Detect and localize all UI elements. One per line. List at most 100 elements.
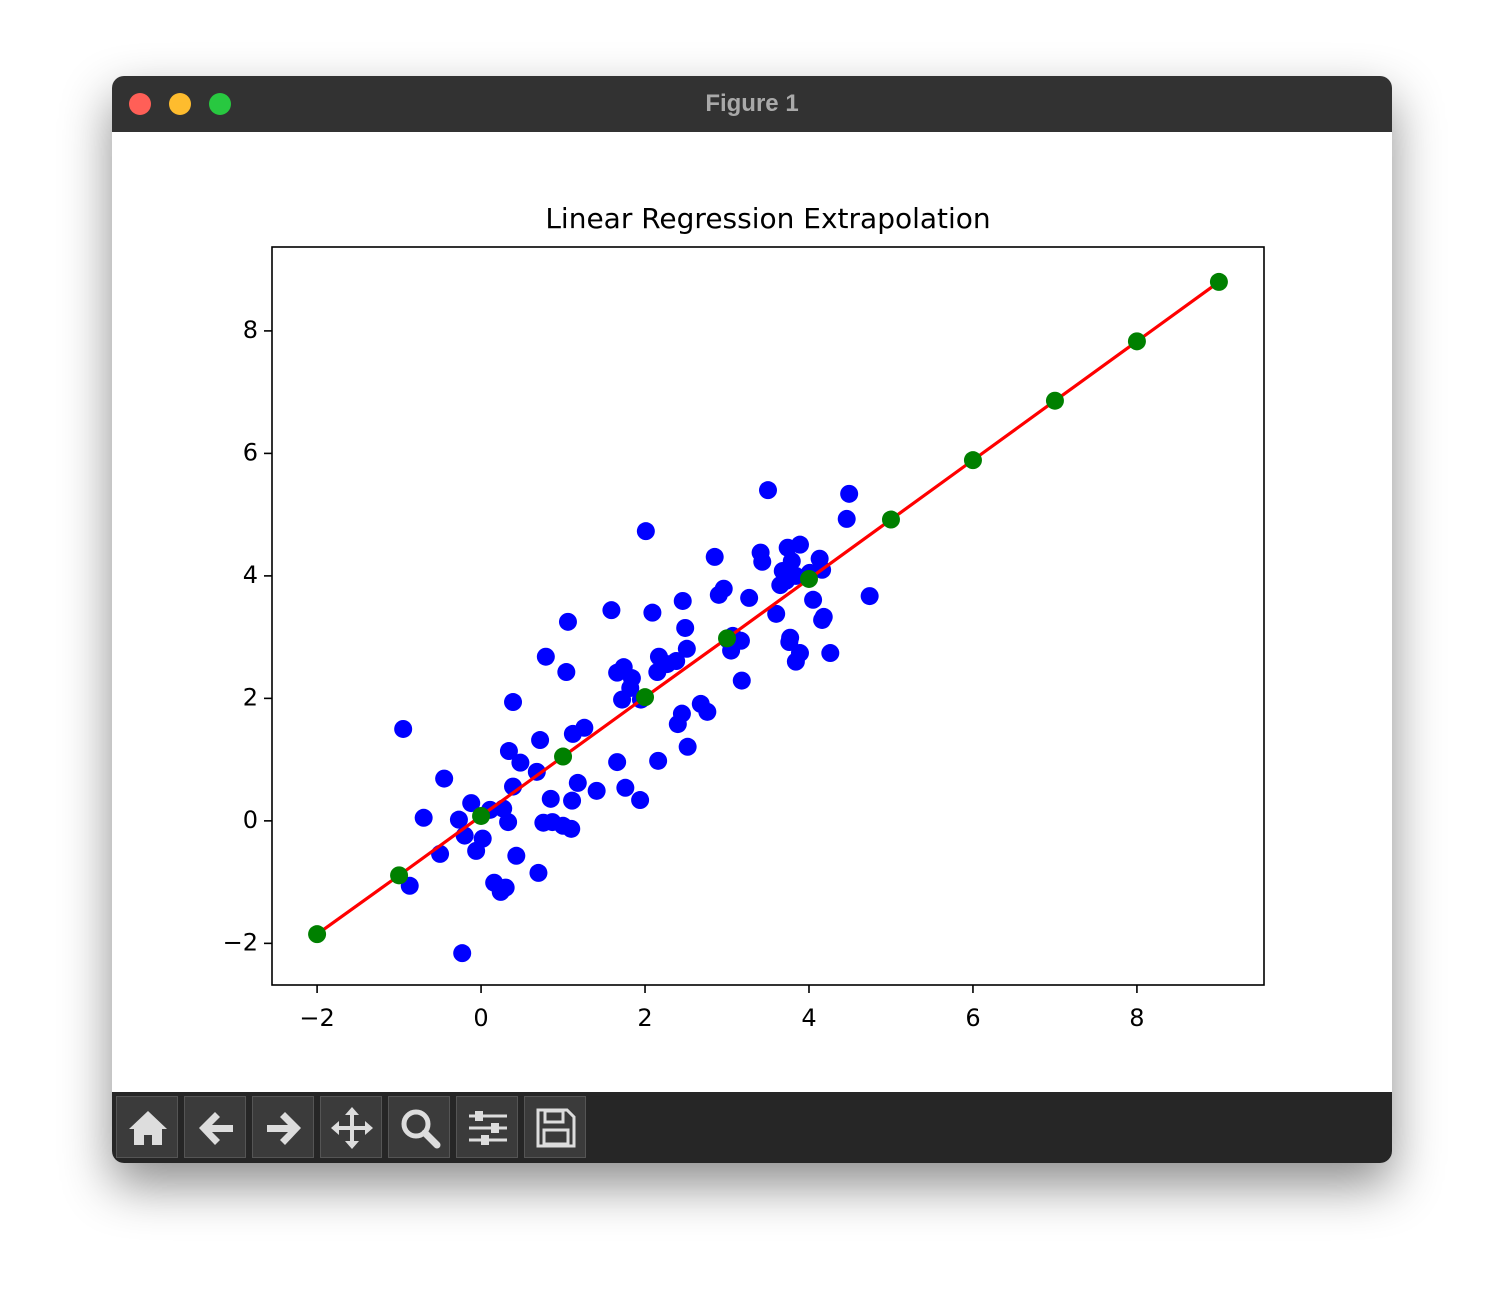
zoom-button[interactable]: [209, 93, 231, 115]
point: [504, 693, 523, 712]
minimize-button[interactable]: [169, 93, 191, 115]
point: [860, 587, 879, 606]
point: [453, 944, 472, 963]
y-tick-label: 4: [243, 561, 258, 589]
save-button[interactable]: [524, 1096, 586, 1158]
home-button[interactable]: [116, 1096, 178, 1158]
point: [462, 794, 481, 813]
point: [1045, 391, 1064, 410]
toolbar: [112, 1092, 1392, 1163]
point: [499, 742, 518, 761]
y-tick-label: 0: [243, 806, 258, 834]
forward-button[interactable]: [252, 1096, 314, 1158]
point: [602, 601, 621, 620]
y-tick-label: 8: [243, 316, 258, 344]
point: [673, 591, 692, 610]
point: [667, 652, 686, 671]
point: [714, 579, 733, 598]
y-tick-label: 2: [243, 683, 258, 711]
x-tick-label: 0: [473, 1004, 488, 1032]
point: [821, 644, 840, 663]
x-tick-label: 8: [1129, 1004, 1144, 1032]
point: [718, 629, 737, 648]
point: [636, 522, 655, 541]
point: [527, 762, 546, 781]
back-button[interactable]: [184, 1096, 246, 1158]
point: [790, 644, 809, 663]
point: [529, 863, 548, 882]
point: [499, 813, 518, 832]
y-tick-label: −2: [223, 928, 258, 956]
point: [963, 451, 982, 470]
home-icon: [129, 1111, 167, 1145]
point: [616, 778, 635, 797]
point: [1209, 272, 1228, 291]
back-icon: [199, 1112, 233, 1145]
point: [799, 569, 818, 588]
point: [563, 791, 582, 810]
x-tick-label: −2: [299, 1004, 334, 1032]
point: [636, 688, 655, 707]
point: [308, 925, 327, 944]
point: [1127, 332, 1146, 351]
point: [840, 484, 859, 503]
point: [531, 731, 550, 750]
chart: Linear Regression Extrapolation −2 0 2 4 6 8 −…: [223, 202, 1265, 1032]
point: [732, 671, 751, 690]
point: [790, 535, 809, 554]
point: [507, 846, 526, 865]
pan-icon: [331, 1107, 373, 1149]
point: [511, 753, 530, 772]
point: [622, 669, 641, 688]
point: [390, 866, 409, 885]
pan-button[interactable]: [320, 1096, 382, 1158]
plot-frame: [271, 246, 1265, 986]
point: [731, 631, 750, 650]
point: [837, 509, 856, 528]
window: Figure 1 Linear Regression Extrapolation…: [112, 76, 1392, 1163]
close-button[interactable]: [129, 93, 151, 115]
point: [705, 547, 724, 566]
point: [449, 810, 468, 829]
point: [541, 789, 560, 808]
configure-button[interactable]: [456, 1096, 518, 1158]
point: [496, 878, 515, 897]
x-tick-label: 2: [637, 1004, 652, 1032]
point: [782, 552, 801, 571]
point: [676, 618, 695, 637]
title-bar: Figure 1: [112, 76, 1392, 132]
configure-icon: [469, 1111, 507, 1145]
zoom-icon: [401, 1109, 441, 1149]
point: [587, 781, 606, 800]
zoom-tool-button[interactable]: [388, 1096, 450, 1158]
x-tick-label: 4: [801, 1004, 816, 1032]
forward-icon: [267, 1112, 301, 1145]
point: [767, 604, 786, 623]
save-icon: [536, 1108, 576, 1148]
point: [557, 663, 576, 682]
point: [698, 702, 717, 721]
regression-line: [316, 280, 1220, 936]
y-tick-label: 6: [243, 438, 258, 466]
point: [814, 607, 833, 626]
point: [536, 647, 555, 666]
point: [554, 747, 573, 766]
point: [394, 719, 413, 738]
point: [414, 808, 433, 827]
point: [435, 769, 454, 788]
point: [678, 737, 697, 756]
x-tick-label: 6: [965, 1004, 980, 1032]
point: [649, 751, 668, 770]
point: [473, 829, 492, 848]
point: [575, 718, 594, 737]
point: [631, 791, 650, 810]
point: [677, 639, 696, 658]
point: [562, 819, 581, 838]
chart-title: Linear Regression Extrapolation: [545, 202, 990, 235]
point: [753, 552, 772, 571]
point: [672, 704, 691, 723]
point: [608, 753, 627, 772]
point: [568, 773, 587, 792]
point: [740, 588, 759, 607]
